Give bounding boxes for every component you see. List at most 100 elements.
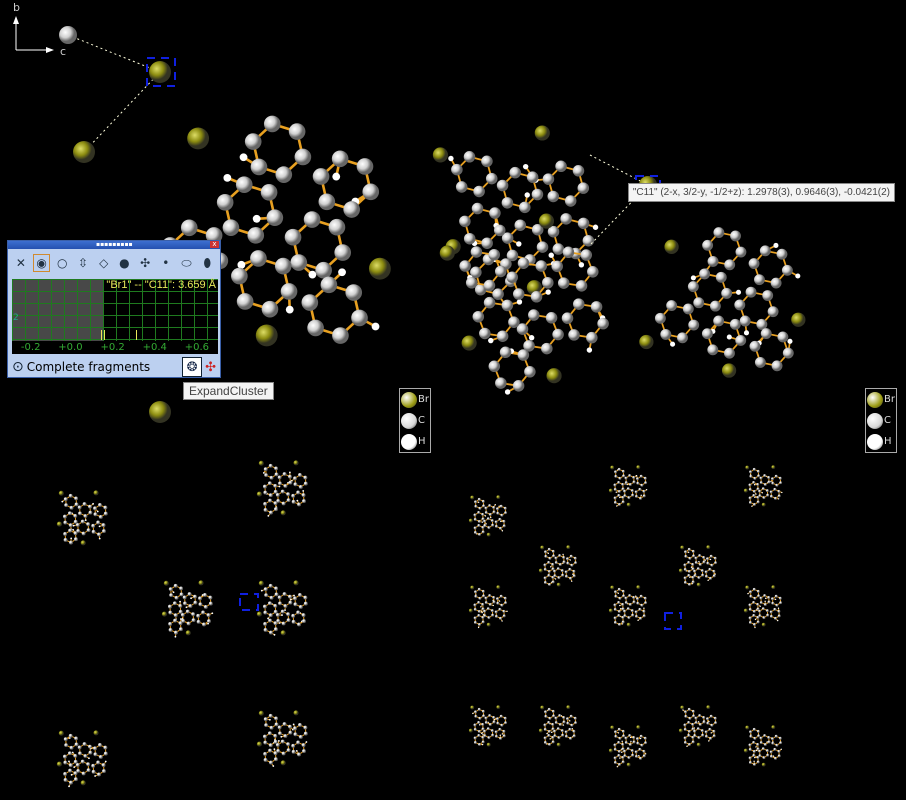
atom-br[interactable]	[280, 630, 286, 636]
atom-c[interactable]	[758, 489, 762, 493]
atom-c[interactable]	[621, 760, 625, 764]
atom-c[interactable]	[560, 569, 564, 573]
atom-br[interactable]	[256, 491, 262, 497]
atom-h[interactable]	[755, 746, 757, 748]
atom-c[interactable]	[502, 609, 506, 613]
atom-c[interactable]	[640, 483, 644, 487]
atom-c[interactable]	[196, 613, 201, 618]
atom-c[interactable]	[474, 714, 478, 718]
atom-c[interactable]	[298, 723, 302, 727]
atom-c[interactable]	[102, 769, 106, 774]
grip-icon[interactable]: ▪▪▪▪▪▪▪▪▪	[96, 241, 133, 248]
ellipsoid-icon[interactable]: ⬮	[203, 255, 211, 270]
atom-c[interactable]	[697, 736, 701, 740]
atom-c[interactable]	[774, 616, 777, 620]
atom-c[interactable]	[551, 567, 555, 571]
atom-c[interactable]	[547, 574, 551, 577]
atom-c[interactable]	[702, 716, 706, 719]
atom-h[interactable]	[619, 496, 621, 499]
atom-c[interactable]	[482, 504, 486, 508]
atom-c[interactable]	[463, 232, 476, 245]
atom-h[interactable]	[759, 605, 761, 607]
atom-c[interactable]	[478, 742, 481, 746]
small-dot-icon[interactable]: •	[162, 256, 170, 270]
atom-c[interactable]	[298, 473, 302, 477]
atom-c[interactable]	[263, 752, 268, 756]
atom-c[interactable]	[618, 476, 622, 480]
atom-c[interactable]	[68, 528, 73, 533]
atom-c[interactable]	[544, 550, 547, 554]
atom-c[interactable]	[263, 740, 268, 745]
center-atom-icon[interactable]: ◉	[32, 254, 51, 272]
atom-c[interactable]	[562, 560, 566, 564]
atom-c[interactable]	[618, 622, 621, 626]
atom-c[interactable]	[263, 587, 268, 592]
atom-h[interactable]	[549, 738, 551, 740]
atom-c[interactable]	[75, 762, 80, 767]
atom-c[interactable]	[498, 607, 502, 611]
atom-c[interactable]	[499, 526, 502, 530]
atom-c[interactable]	[301, 493, 306, 498]
atom-c[interactable]	[713, 227, 725, 238]
atom-br[interactable]	[255, 324, 278, 347]
atom-br[interactable]	[258, 580, 264, 586]
atom-br[interactable]	[771, 465, 776, 470]
atom-c[interactable]	[775, 743, 779, 747]
atom-c[interactable]	[621, 620, 625, 624]
atom-c[interactable]	[82, 502, 87, 506]
atom-c[interactable]	[290, 254, 308, 271]
atom-h[interactable]	[481, 611, 483, 614]
atom-c[interactable]	[621, 487, 625, 491]
atom-c[interactable]	[706, 557, 709, 561]
atom-c[interactable]	[643, 736, 647, 740]
atom-c[interactable]	[698, 714, 702, 717]
atom-c[interactable]	[621, 482, 625, 486]
atom-br[interactable]	[743, 748, 748, 753]
atom-br[interactable]	[696, 582, 701, 587]
atom-br[interactable]	[293, 460, 299, 466]
atom-c[interactable]	[623, 614, 627, 618]
atom-br[interactable]	[56, 761, 62, 767]
atom-h[interactable]	[770, 480, 772, 483]
atom-c[interactable]	[488, 594, 492, 597]
atom-c[interactable]	[614, 594, 618, 598]
atom-c[interactable]	[512, 380, 525, 392]
atom-c[interactable]	[632, 480, 636, 484]
atom-h[interactable]	[477, 501, 480, 503]
atom-c[interactable]	[191, 612, 196, 617]
atom-c[interactable]	[614, 470, 617, 474]
atom-c[interactable]	[263, 758, 268, 762]
atom-c[interactable]	[621, 742, 625, 746]
atom-c[interactable]	[758, 614, 762, 618]
atom-c[interactable]	[761, 487, 765, 491]
atom-c[interactable]	[483, 519, 487, 523]
atom-c[interactable]	[331, 150, 349, 168]
atom-c[interactable]	[631, 613, 635, 617]
atom-br[interactable]	[432, 147, 448, 163]
atom-c[interactable]	[763, 483, 767, 486]
atom-c[interactable]	[707, 255, 719, 267]
atom-h[interactable]	[239, 153, 248, 162]
atom-c[interactable]	[303, 731, 308, 736]
atom-c[interactable]	[286, 742, 291, 747]
atom-h[interactable]	[635, 475, 638, 477]
atom-h[interactable]	[698, 560, 700, 563]
atom-c[interactable]	[281, 501, 286, 506]
atom-c[interactable]	[498, 517, 502, 521]
atom-c[interactable]	[318, 193, 336, 211]
atom-c[interactable]	[642, 614, 646, 618]
atom-c[interactable]	[773, 487, 777, 491]
atom-c[interactable]	[557, 736, 561, 740]
atom-h[interactable]	[619, 604, 621, 607]
atom-br[interactable]	[496, 585, 501, 590]
atom-c[interactable]	[688, 319, 700, 331]
atom-c[interactable]	[748, 496, 752, 500]
atom-h[interactable]	[94, 775, 97, 777]
atom-c[interactable]	[69, 780, 73, 785]
atom-c[interactable]	[315, 261, 332, 279]
atom-br[interactable]	[56, 521, 62, 527]
atom-c[interactable]	[286, 492, 291, 497]
atom-c[interactable]	[562, 716, 566, 719]
atom-h[interactable]	[629, 736, 632, 739]
atom-h[interactable]	[640, 494, 642, 496]
